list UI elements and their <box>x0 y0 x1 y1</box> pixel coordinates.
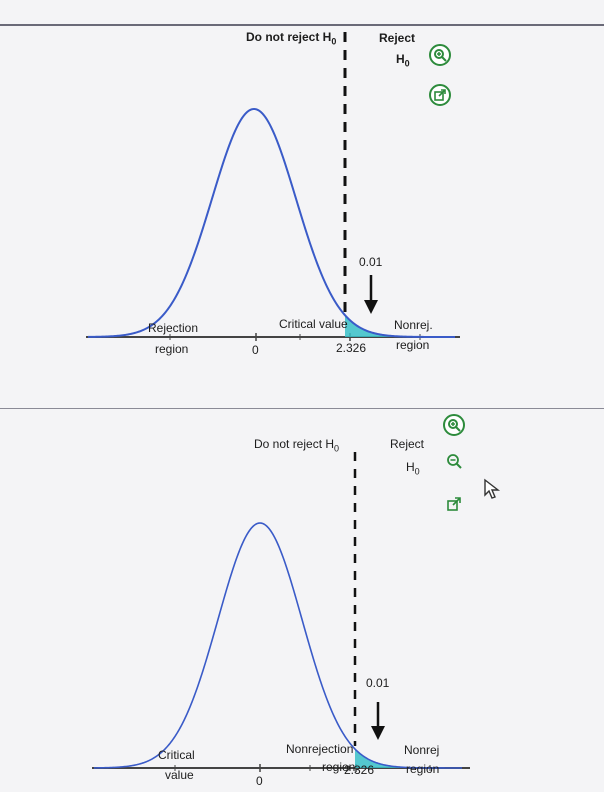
reject-h0-label: H0 <box>406 460 420 477</box>
zoom-in-icon[interactable] <box>429 44 451 66</box>
normal-curve <box>93 522 462 769</box>
left-region-label: Rejection <box>148 321 199 335</box>
right-region-label-2: region <box>406 762 440 776</box>
popout-icon[interactable] <box>429 84 451 106</box>
rejection-tail-shade <box>345 315 455 337</box>
tick-label-zero: 0 <box>252 343 259 357</box>
graph-b-plot <box>92 452 470 772</box>
graph-option-b[interactable]: Do not reject H0 Reject H0 0.01 Critical… <box>0 410 604 792</box>
nonrejection-label: Nonrejection <box>286 742 354 756</box>
alpha-label: 0.01 <box>366 676 390 690</box>
nonrejection-region-label: region <box>322 760 356 774</box>
do-not-reject-label: Do not reject H0 <box>246 30 337 47</box>
reject-label: Reject <box>379 31 416 45</box>
left-region-label-2: region <box>155 342 189 356</box>
middle-panel-border <box>0 408 604 409</box>
zoom-out-icon[interactable] <box>444 451 464 471</box>
left-region-label-2: value <box>165 768 194 782</box>
do-not-reject-label: Do not reject H0 <box>254 437 340 454</box>
zoom-in-icon[interactable] <box>443 414 465 436</box>
right-region-label-2: region <box>396 338 430 352</box>
graph-a-plot <box>86 32 460 341</box>
reject-label: Reject <box>390 437 425 451</box>
right-region-label: Nonrej. <box>394 318 433 332</box>
tick-label-critical: 2.326 <box>336 341 367 355</box>
tick-label-zero: 0 <box>256 774 263 788</box>
reject-h0-label: H0 <box>396 52 410 69</box>
left-region-label: Critical <box>158 748 195 762</box>
right-region-label: Nonrej <box>404 743 440 757</box>
popout-icon[interactable] <box>444 494 464 514</box>
alpha-label: 0.01 <box>359 255 383 269</box>
mouse-cursor-icon <box>482 478 502 500</box>
alpha-arrowhead <box>364 300 378 314</box>
normal-curve <box>87 107 455 338</box>
graph-option-a[interactable]: Do not reject H0 Reject H0 0.01 Rejectio… <box>0 0 604 400</box>
critical-value-label: Critical value <box>279 317 348 331</box>
rejection-tail-shade <box>355 749 462 768</box>
tick-label-critical: 2.326 <box>344 763 375 777</box>
alpha-arrowhead <box>371 726 385 740</box>
top-panel-border <box>0 24 604 26</box>
